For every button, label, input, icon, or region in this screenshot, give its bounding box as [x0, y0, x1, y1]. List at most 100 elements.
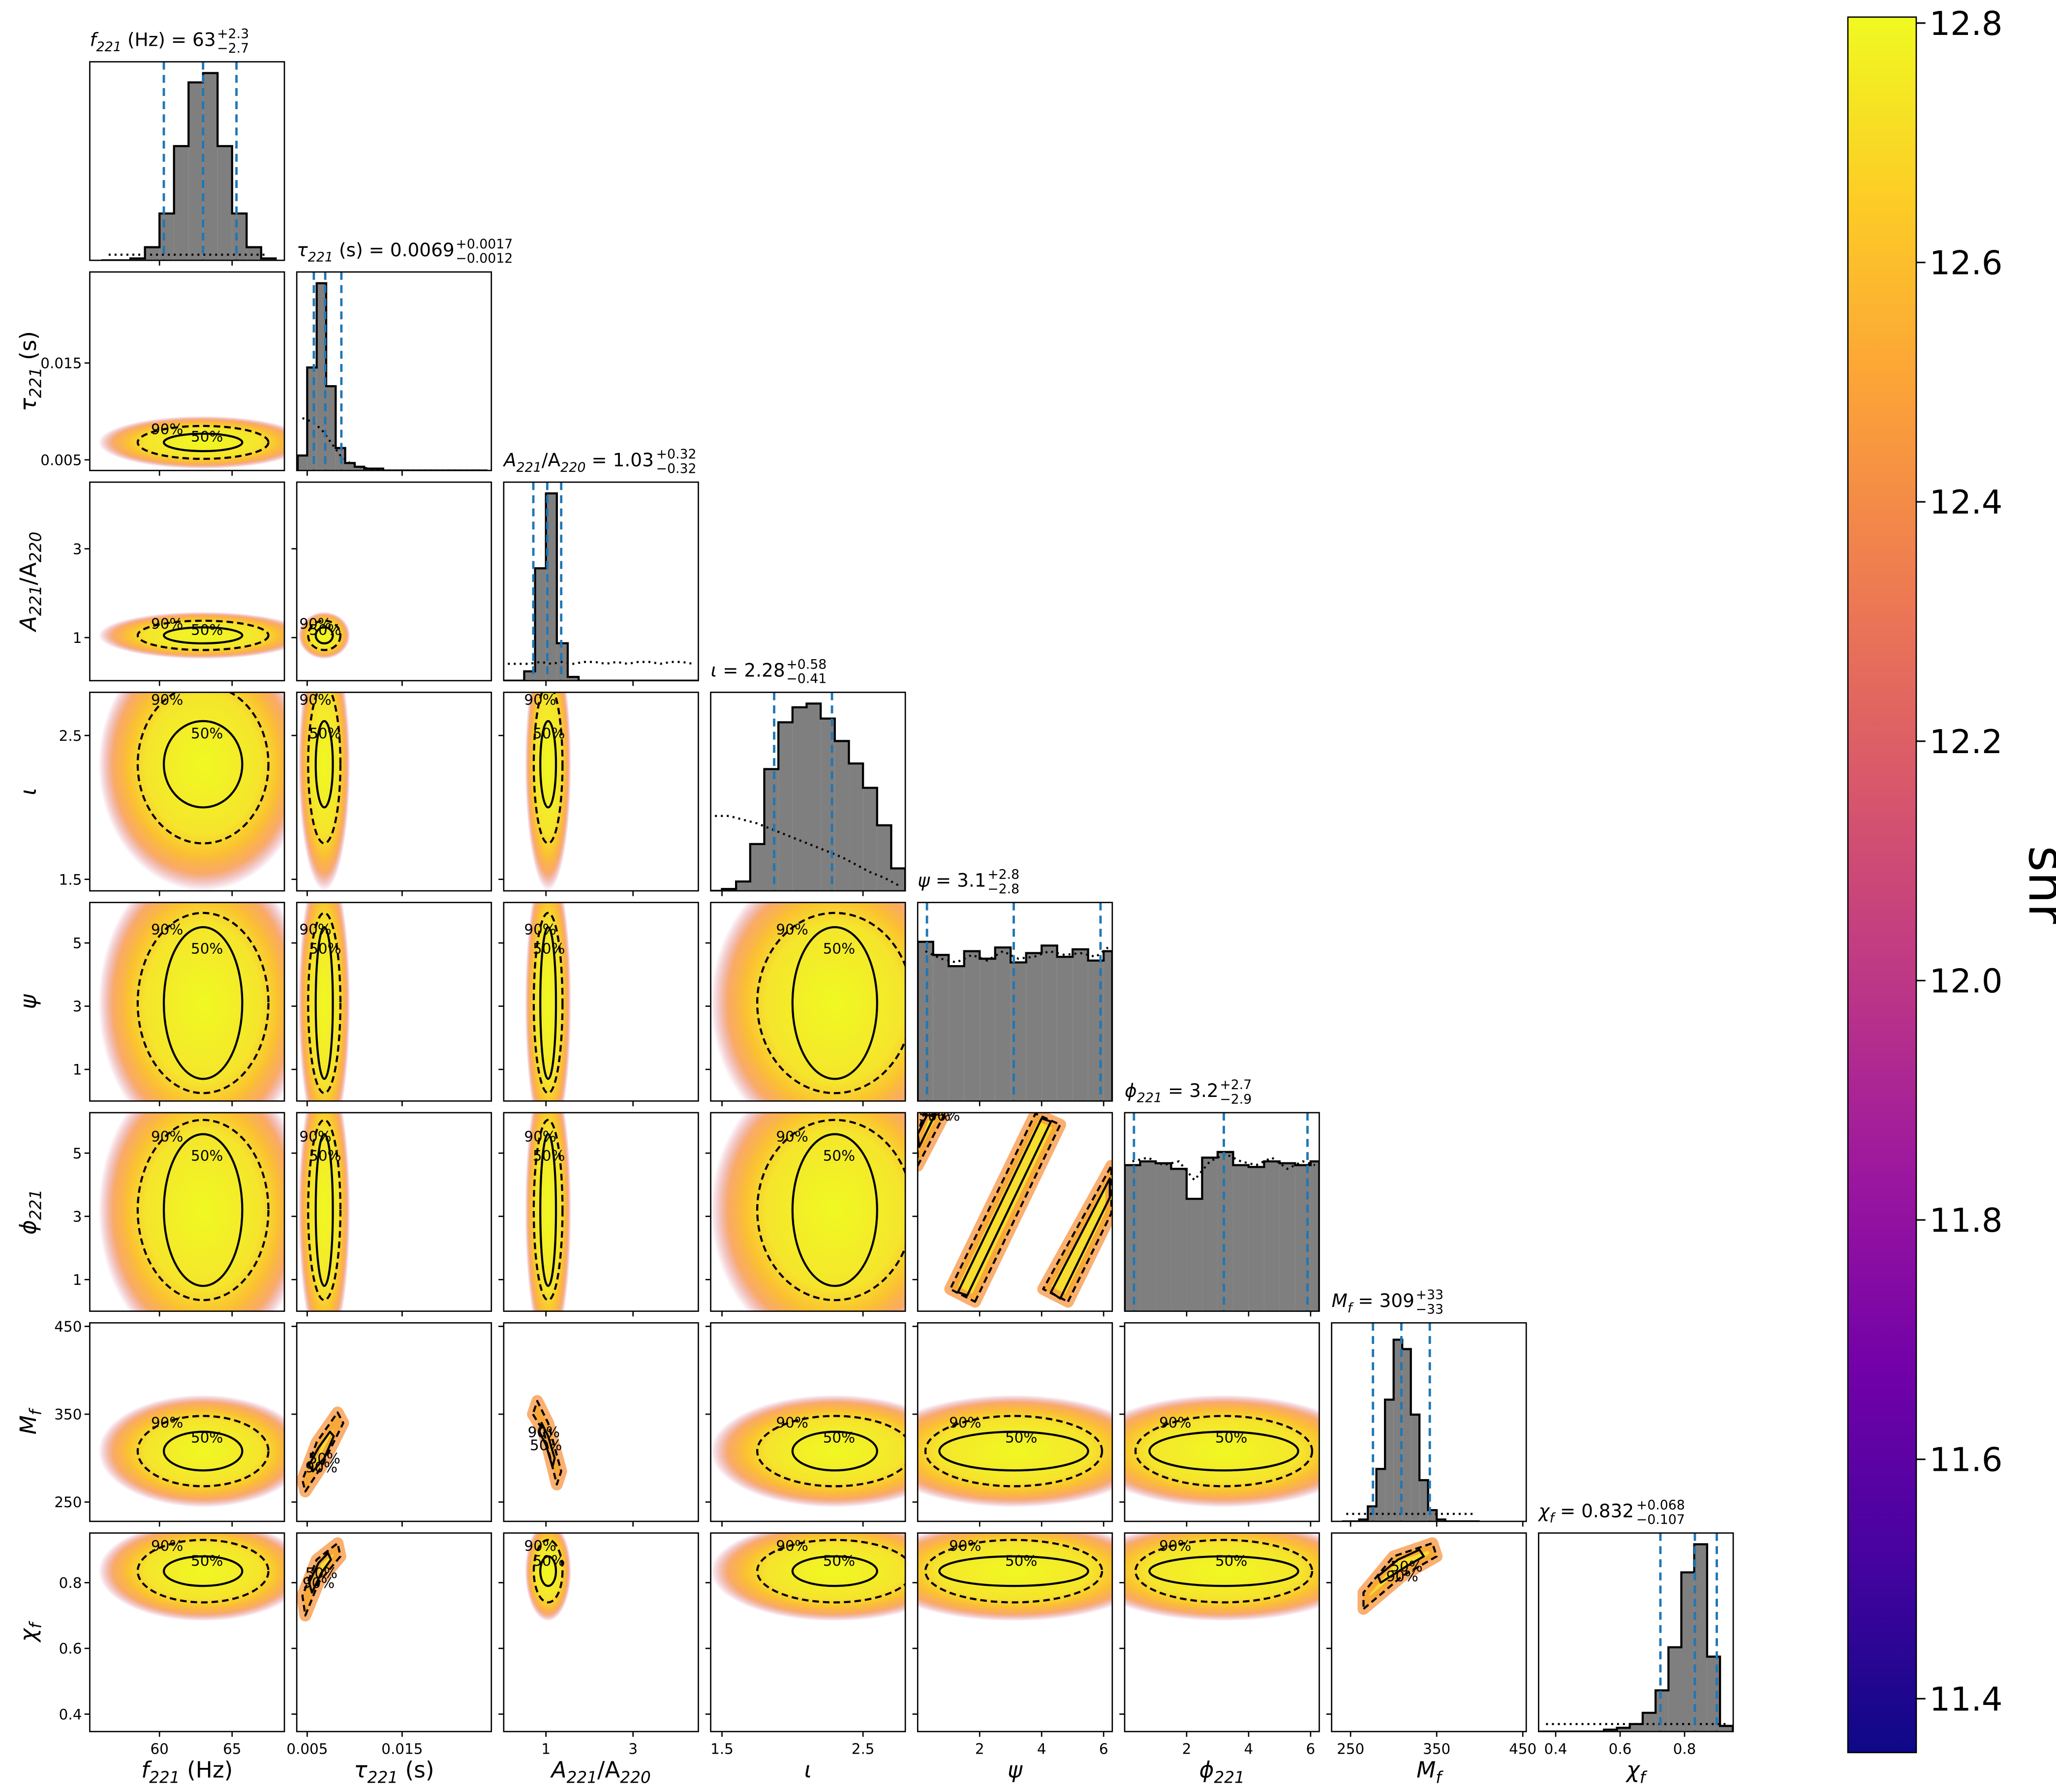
y-axis-label: Mf: [15, 1407, 45, 1434]
contour: [162, 1430, 244, 1472]
label-text: (s): [333, 239, 363, 261]
panel-2d: 50%90%: [918, 1112, 1112, 1308]
contour-label: 90%: [949, 1538, 981, 1554]
panel-hist: [503, 482, 699, 681]
hist-bar: [535, 568, 546, 681]
sample-cloud: [710, 1112, 906, 1311]
panel-2d: 50%90%: [710, 1395, 906, 1508]
hist-bar: [1668, 1647, 1682, 1732]
title-err-minus: −0.0012: [456, 251, 513, 266]
prior-line: [715, 815, 899, 886]
contour-label: 50%: [1005, 1429, 1037, 1446]
panel-frame: [917, 1322, 1113, 1522]
title-separator: =: [363, 239, 390, 261]
param-title: τ221 (s) = 0.0069: [297, 239, 455, 265]
hist-outline: [710, 702, 906, 891]
panel-2d: 50%90%: [918, 1533, 1112, 1621]
panel-hist: [1539, 1533, 1733, 1732]
title-median: 1.03: [613, 449, 654, 471]
hist-bar: [307, 367, 317, 471]
hist-bar: [1026, 953, 1042, 1101]
x-tick-label: 60: [150, 1741, 168, 1758]
contour-label: 90%: [306, 1459, 338, 1476]
contour-label: 90%: [299, 615, 331, 632]
contour-label: 90%: [303, 1575, 335, 1591]
y-tick-label: 1.5: [59, 871, 82, 888]
panel-hist: [297, 272, 488, 471]
colorbar-tick-label: 11.8: [1930, 1201, 2003, 1240]
hist-bar: [1642, 1713, 1656, 1732]
hist-bar: [736, 881, 750, 891]
label-subscript: 220: [27, 532, 45, 562]
contour-label: 50%: [191, 941, 223, 957]
hist-bar: [567, 677, 579, 681]
label-text: χ: [15, 1628, 41, 1643]
contour: [539, 1133, 557, 1287]
panel-frame: [296, 481, 492, 682]
colorbar-tick-label: 12.0: [1930, 962, 2003, 1000]
hist-bar: [1202, 1157, 1218, 1311]
title-separator: =: [165, 29, 192, 51]
x-tick-label: 1.5: [710, 1741, 734, 1758]
hist-bar: [849, 763, 863, 891]
label-subscript: 221: [516, 460, 541, 475]
contour-label: 50%: [309, 725, 341, 742]
param-title: ψ = 3.1: [918, 870, 986, 891]
label-text: τ: [297, 239, 308, 261]
title-separator: =: [586, 449, 613, 471]
title-median: 2.28: [744, 659, 785, 681]
panel-frame: [296, 1112, 492, 1312]
panel-hist: [1342, 1323, 1480, 1521]
title-median: 3.1: [957, 870, 986, 891]
panel-2d: 50%90%: [1357, 1537, 1443, 1615]
panel-2d: 50%90%: [524, 1533, 571, 1621]
panel-frame: [89, 692, 285, 892]
hist-bar: [345, 463, 355, 471]
hist-bar: [246, 247, 261, 261]
panel-frame: [296, 902, 492, 1102]
contour: [539, 720, 557, 809]
x-tick-label: 450: [1509, 1741, 1536, 1758]
contour-label: 90%: [151, 691, 183, 708]
contour-label: 90%: [524, 1128, 556, 1145]
contour-label: 50%: [823, 941, 855, 957]
contour: [136, 1119, 270, 1302]
contour: [791, 1555, 878, 1587]
sample-cloud: [525, 1533, 571, 1621]
contour: [756, 1539, 906, 1604]
param-title: A221/A220 = 1.03: [503, 449, 654, 475]
hist-bar: [326, 386, 336, 471]
contour: [301, 1542, 342, 1617]
param-title: ι = 2.28: [711, 659, 785, 681]
panel-2d: 50%90%: [524, 1112, 571, 1311]
hist-bar: [918, 942, 933, 1101]
panel-2d: 50%90%: [298, 692, 350, 891]
contour: [532, 1400, 562, 1486]
contour-label: 90%: [776, 1414, 808, 1431]
contour-label: 90%: [299, 921, 331, 938]
sample-cloud: [918, 1533, 1112, 1621]
title-err-minus: −2.9: [1220, 1092, 1252, 1107]
colorbar-tick-label: 12.8: [1930, 4, 2003, 43]
contour: [938, 1555, 1089, 1587]
x-tick-label: 1: [541, 1741, 551, 1758]
panel-2d: 50%90%: [710, 1112, 906, 1311]
y-tick-label: 0.6: [59, 1640, 82, 1657]
sample-cloud: [1124, 1533, 1320, 1621]
label-text: A: [550, 1757, 566, 1783]
contour-label: 90%: [151, 421, 183, 438]
label-text: /A: [542, 449, 561, 471]
contour: [791, 926, 878, 1080]
y-tick-label: 350: [54, 1406, 82, 1423]
title-err-plus: +0.068: [1636, 1497, 1685, 1513]
panel-hist: [101, 61, 277, 261]
label-text: τ: [354, 1757, 368, 1783]
hist-bar: [1057, 957, 1073, 1101]
panel-frame: [296, 271, 492, 471]
sample-cloud: [98, 1395, 285, 1508]
hist-bar: [792, 707, 807, 891]
contour: [938, 1430, 1089, 1472]
sample-cloud: [298, 611, 350, 659]
hist-bar: [546, 493, 557, 681]
